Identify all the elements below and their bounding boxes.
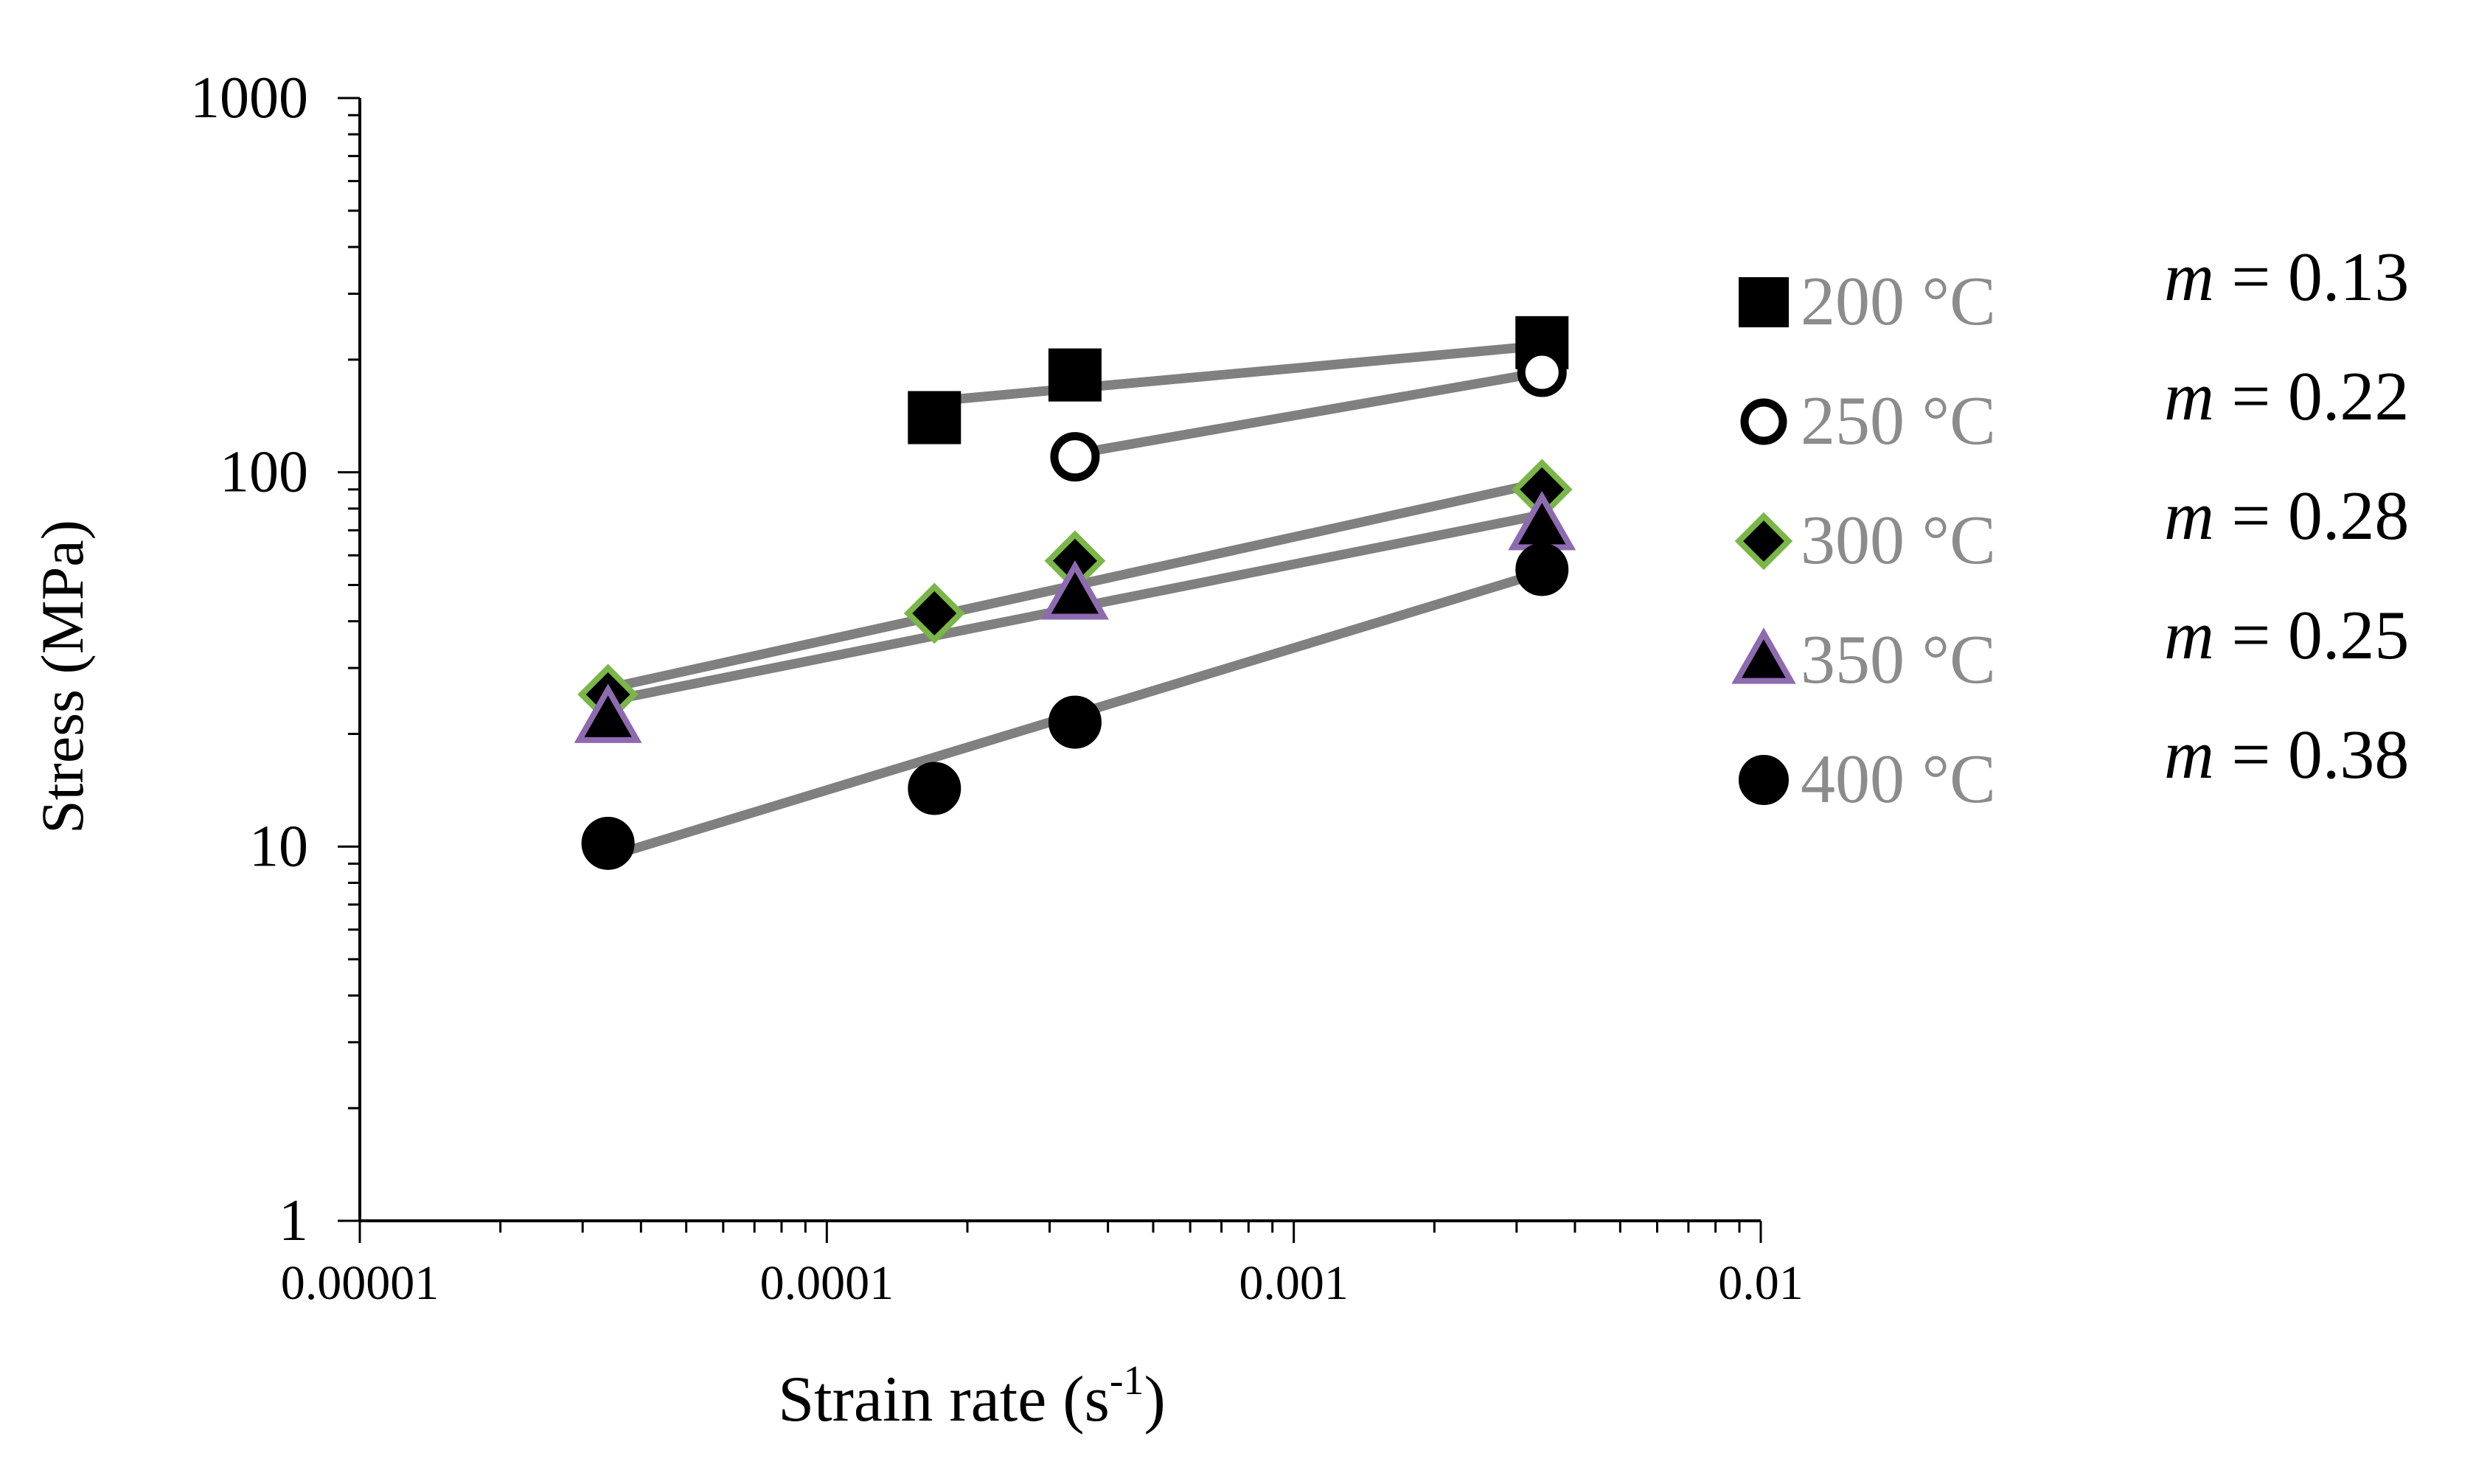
m-value-label: m = 0.38	[2164, 717, 2409, 793]
m-value-label: m = 0.25	[2164, 597, 2409, 674]
legend: 200 °C m = 0.13 250 °C m = 0.22 300 °C m = 0.…	[1731, 239, 2409, 818]
x-axis-title-close: )	[1144, 1364, 1165, 1435]
x-tick-label: 0.01	[1718, 1256, 1804, 1310]
data-point	[1515, 543, 1569, 596]
m-value: = 0.25	[2214, 597, 2410, 674]
x-axis-title-text: Strain rate (s	[778, 1364, 1110, 1435]
y-axis-title: Stress (MPa)	[29, 520, 96, 834]
y-tick-label: 1	[279, 1188, 308, 1253]
legend-marker	[1740, 398, 1787, 445]
x-axis-title: Strain rate (s-1)	[778, 1358, 1166, 1435]
m-value-label: m = 0.13	[2164, 239, 2409, 316]
m-symbol: m	[2164, 717, 2214, 793]
legend-label: 200 °C	[1801, 263, 1996, 340]
legend-marker	[1731, 627, 1796, 684]
legend-marker	[1739, 277, 1789, 327]
m-symbol: m	[2164, 478, 2214, 554]
legend-label: 350 °C	[1801, 621, 1996, 698]
m-value: = 0.13	[2214, 239, 2410, 316]
y-tick-label: 100	[220, 440, 308, 505]
data-point	[574, 683, 642, 743]
m-symbol: m	[2164, 358, 2214, 435]
m-symbol: m	[2164, 597, 2214, 674]
fit-line	[1070, 367, 1547, 459]
y-tick-label: 1000	[190, 66, 308, 130]
x-axis-title-superscript: -1	[1110, 1358, 1144, 1404]
legend-marker	[1734, 512, 1793, 571]
data-point	[1048, 695, 1102, 749]
m-value: = 0.22	[2214, 358, 2410, 435]
m-value-label: m = 0.28	[2164, 478, 2409, 554]
y-tick-label: 10	[249, 814, 308, 879]
data-point	[581, 816, 635, 870]
data-points	[574, 316, 1576, 870]
x-tick-label: 0.001	[1239, 1256, 1349, 1310]
data-point	[908, 391, 961, 445]
m-value: = 0.38	[2214, 717, 2410, 793]
legend-label: 400 °C	[1801, 741, 1996, 818]
x-tick-label: 0.0001	[760, 1256, 894, 1310]
data-point	[1517, 347, 1567, 397]
legend-marker	[1739, 755, 1789, 805]
data-point	[1040, 560, 1109, 620]
fit-line	[929, 341, 1547, 406]
m-value-label: m = 0.22	[2164, 358, 2409, 435]
legend-label: 250 °C	[1801, 383, 1996, 459]
data-point	[1048, 348, 1102, 402]
data-point	[1050, 432, 1100, 482]
legend-label: 300 °C	[1801, 502, 1996, 579]
m-value: = 0.28	[2214, 478, 2410, 554]
data-point	[908, 762, 961, 815]
x-tick-label: 0.00001	[281, 1256, 439, 1310]
m-symbol: m	[2164, 239, 2214, 316]
axes: 1 10 100 1000 0.00001 0.0001 0.001 0.01	[190, 66, 1804, 1310]
data-point	[903, 582, 965, 644]
